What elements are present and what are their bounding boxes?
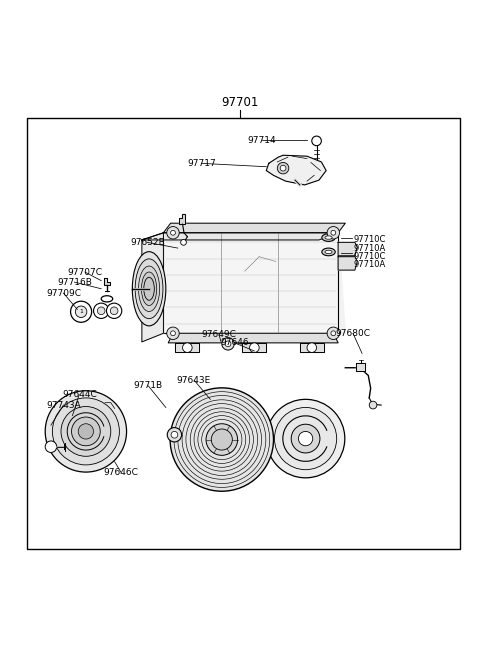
Circle shape bbox=[369, 401, 377, 409]
Ellipse shape bbox=[139, 266, 159, 311]
Ellipse shape bbox=[325, 250, 332, 254]
Circle shape bbox=[97, 307, 105, 315]
Text: 97680C: 97680C bbox=[336, 328, 371, 338]
Circle shape bbox=[170, 231, 175, 235]
Polygon shape bbox=[266, 155, 326, 185]
Text: 97646: 97646 bbox=[220, 338, 249, 348]
Text: 97707C: 97707C bbox=[68, 267, 103, 277]
Circle shape bbox=[291, 424, 320, 453]
Text: 97649C: 97649C bbox=[202, 330, 237, 339]
Circle shape bbox=[327, 327, 339, 340]
Circle shape bbox=[75, 306, 87, 317]
Text: 1: 1 bbox=[79, 309, 83, 314]
Circle shape bbox=[280, 166, 286, 171]
Polygon shape bbox=[104, 279, 110, 285]
Polygon shape bbox=[300, 343, 324, 352]
Circle shape bbox=[331, 331, 336, 336]
Circle shape bbox=[275, 407, 336, 470]
Text: 97646C: 97646C bbox=[104, 468, 138, 476]
Circle shape bbox=[110, 307, 118, 315]
Text: 97710A: 97710A bbox=[354, 260, 386, 269]
Circle shape bbox=[327, 227, 339, 239]
Circle shape bbox=[71, 301, 92, 323]
Polygon shape bbox=[242, 343, 266, 352]
Circle shape bbox=[78, 424, 94, 439]
Circle shape bbox=[307, 343, 317, 352]
Polygon shape bbox=[142, 233, 338, 240]
Text: 97743A: 97743A bbox=[46, 401, 81, 409]
Circle shape bbox=[170, 388, 274, 491]
Circle shape bbox=[167, 227, 179, 239]
Ellipse shape bbox=[325, 236, 332, 239]
Ellipse shape bbox=[142, 272, 157, 306]
Polygon shape bbox=[142, 233, 163, 342]
Text: 97717: 97717 bbox=[187, 159, 216, 168]
Ellipse shape bbox=[132, 252, 166, 326]
Text: 97710C: 97710C bbox=[354, 252, 386, 261]
Polygon shape bbox=[175, 343, 199, 352]
Circle shape bbox=[45, 441, 57, 453]
Circle shape bbox=[277, 162, 289, 174]
Text: 97701: 97701 bbox=[221, 97, 259, 109]
Circle shape bbox=[222, 338, 234, 350]
Ellipse shape bbox=[135, 259, 163, 319]
Text: 97652B: 97652B bbox=[130, 238, 165, 247]
Circle shape bbox=[312, 136, 322, 146]
Text: 97710A: 97710A bbox=[354, 244, 386, 252]
Circle shape bbox=[45, 391, 127, 472]
Circle shape bbox=[52, 398, 120, 465]
Circle shape bbox=[72, 417, 100, 445]
Circle shape bbox=[167, 428, 181, 442]
Circle shape bbox=[266, 399, 345, 478]
Circle shape bbox=[225, 341, 231, 347]
Text: 97714: 97714 bbox=[247, 136, 276, 145]
Circle shape bbox=[170, 331, 175, 336]
Polygon shape bbox=[163, 223, 345, 233]
Circle shape bbox=[180, 240, 186, 245]
Circle shape bbox=[211, 429, 232, 450]
Circle shape bbox=[250, 343, 259, 352]
Text: 97644C: 97644C bbox=[62, 390, 96, 399]
Polygon shape bbox=[168, 333, 338, 343]
Polygon shape bbox=[338, 242, 357, 256]
Circle shape bbox=[167, 327, 179, 340]
Polygon shape bbox=[163, 233, 345, 333]
Ellipse shape bbox=[322, 234, 335, 241]
Text: 97709C: 97709C bbox=[46, 288, 81, 298]
Circle shape bbox=[94, 303, 109, 319]
Circle shape bbox=[299, 432, 313, 445]
Text: 9771B: 9771B bbox=[134, 382, 163, 390]
Circle shape bbox=[61, 407, 111, 457]
Ellipse shape bbox=[322, 248, 335, 256]
Polygon shape bbox=[356, 363, 365, 371]
Circle shape bbox=[206, 424, 238, 455]
Circle shape bbox=[331, 231, 336, 235]
Ellipse shape bbox=[144, 277, 155, 300]
Text: 97716B: 97716B bbox=[57, 277, 92, 286]
Circle shape bbox=[182, 343, 192, 352]
Circle shape bbox=[171, 432, 178, 438]
Text: 97643E: 97643E bbox=[177, 376, 211, 385]
Bar bbox=[163, 233, 338, 333]
Polygon shape bbox=[338, 257, 357, 270]
Text: 97710C: 97710C bbox=[354, 235, 386, 244]
Circle shape bbox=[107, 303, 122, 319]
Polygon shape bbox=[179, 214, 185, 224]
Ellipse shape bbox=[101, 296, 113, 302]
